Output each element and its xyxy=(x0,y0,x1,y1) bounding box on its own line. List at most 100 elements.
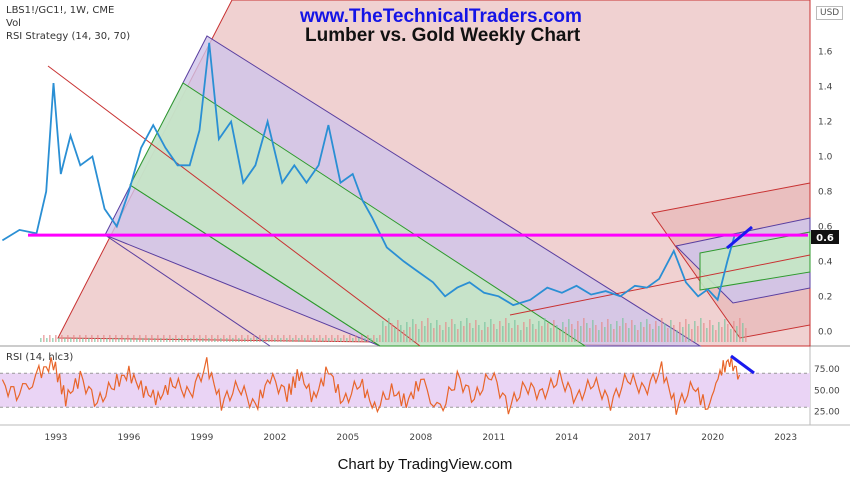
x-tick-label: 1999 xyxy=(190,433,213,443)
volume-bar xyxy=(733,321,735,342)
y-tick-label: 1.2 xyxy=(818,118,832,128)
volume-bar xyxy=(544,318,546,342)
volume-bar xyxy=(526,327,528,342)
volume-bar xyxy=(292,338,294,342)
volume-bar xyxy=(454,324,456,342)
volume-bar xyxy=(73,335,75,342)
volume-bar xyxy=(259,335,261,342)
y-axis-ticks: 1.6 1.4 1.2 1.0 0.8 0.6 0.4 0.2 0.0 xyxy=(818,48,833,338)
volume-bar xyxy=(40,338,42,342)
volume-bar xyxy=(148,338,150,342)
volume-bar xyxy=(136,338,138,342)
volume-bar xyxy=(67,335,69,342)
volume-bar xyxy=(679,322,681,342)
median-line xyxy=(47,65,421,347)
volume-bar xyxy=(496,329,498,342)
volume-bar xyxy=(718,322,720,342)
website-watermark: www.TheTechnicalTraders.com xyxy=(300,6,582,27)
volume-bar xyxy=(340,338,342,342)
volume-bar xyxy=(253,335,255,342)
rsi-axis-ticks: 75.00 50.00 25.00 xyxy=(814,365,840,418)
volume-bar xyxy=(652,329,654,342)
volume-bar xyxy=(481,330,483,342)
volume-bar xyxy=(391,323,393,342)
symbol-line: LBS1!/GC1!, 1W, CME xyxy=(6,5,115,16)
volume-bar xyxy=(202,338,204,342)
volume-bar xyxy=(355,335,357,342)
volume-bar xyxy=(232,338,234,342)
volume-bar xyxy=(676,330,678,342)
volume-bar xyxy=(523,322,525,342)
volume-bar xyxy=(697,326,699,342)
volume-bar xyxy=(625,323,627,342)
volume-bar xyxy=(451,319,453,342)
volume-bar xyxy=(367,335,369,342)
volume-bar xyxy=(487,327,489,342)
volume-bar xyxy=(328,338,330,342)
volume-bar xyxy=(322,338,324,342)
channel-green-lower-line xyxy=(129,184,381,347)
volume-bar xyxy=(595,325,597,342)
x-tick-label: 2023 xyxy=(774,433,797,443)
volume-bar xyxy=(394,328,396,342)
volume-bar xyxy=(70,338,72,342)
volume-bar xyxy=(688,324,690,342)
volume-bar xyxy=(178,338,180,342)
volume-bar xyxy=(382,321,384,342)
volume-bar xyxy=(664,323,666,342)
volume-bar xyxy=(409,327,411,342)
volume-bar xyxy=(289,335,291,342)
x-tick-label: 2014 xyxy=(555,433,578,443)
rsi-divergence-marker xyxy=(730,354,755,375)
volume-bar xyxy=(226,338,228,342)
volume-bar xyxy=(208,338,210,342)
y-tick-label: 1.0 xyxy=(818,153,833,163)
volume-bar xyxy=(598,330,600,342)
volume-bar xyxy=(385,326,387,342)
volume-bar xyxy=(562,322,564,342)
volume-bar xyxy=(241,335,243,342)
volume-bar xyxy=(229,335,231,342)
volume-bar xyxy=(163,335,165,342)
x-axis-ticks: 1993 1996 1999 2002 2005 2008 2011 2014 2017 2020… xyxy=(44,433,797,443)
y-tick-label: 0.6 xyxy=(818,222,833,232)
volume-bar xyxy=(685,319,687,342)
volume-bar xyxy=(457,329,459,342)
volume-bar xyxy=(478,325,480,342)
currency-button[interactable]: USD xyxy=(816,6,844,20)
volume-bar xyxy=(619,326,621,342)
volume-bar xyxy=(403,330,405,342)
volume-bar xyxy=(604,327,606,342)
volume-bar xyxy=(556,325,558,342)
volume-bar xyxy=(235,335,237,342)
volume-bar xyxy=(271,335,273,342)
volume-bar xyxy=(532,324,534,342)
volume-bar xyxy=(649,324,651,342)
rsi-tick-label: 25.00 xyxy=(814,408,840,418)
volume-bar xyxy=(577,321,579,342)
rsi-tick-label: 50.00 xyxy=(814,386,840,396)
y-tick-label: 1.6 xyxy=(818,48,833,58)
volume-bar xyxy=(205,335,207,342)
volume-bar xyxy=(469,323,471,342)
volume-bar xyxy=(61,335,63,342)
volume-bar xyxy=(256,338,258,342)
volume-bar xyxy=(610,324,612,342)
volume-bar xyxy=(670,320,672,342)
volume-bar xyxy=(538,321,540,342)
volume-bar xyxy=(505,318,507,342)
volume-bar xyxy=(187,335,189,342)
volume-bar xyxy=(304,338,306,342)
rsi-label: RSI (14, hlc3) xyxy=(6,352,74,363)
volume-bar xyxy=(373,335,375,342)
volume-bar xyxy=(298,338,300,342)
volume-bar xyxy=(730,329,732,342)
volume-bar xyxy=(568,319,570,342)
chart-title: Lumber vs. Gold Weekly Chart xyxy=(305,25,581,46)
volume-bar xyxy=(547,323,549,342)
volume-bar xyxy=(622,318,624,342)
volume-bar xyxy=(361,335,363,342)
volume-bar xyxy=(529,319,531,342)
volume-bar xyxy=(628,328,630,342)
volume-bar xyxy=(124,338,126,342)
